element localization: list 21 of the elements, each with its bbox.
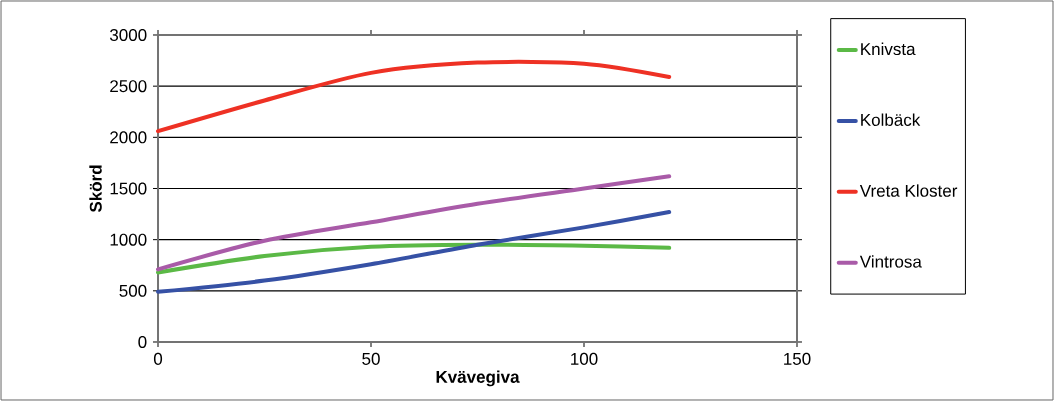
x-tick-label: 50	[362, 352, 380, 365]
y-axis-title: Skörd	[89, 165, 102, 213]
y-tick-label: 2000	[110, 131, 147, 144]
line-series	[156, 242, 672, 275]
y-tick-label: 1000	[110, 233, 147, 246]
y-tick-label: 500	[119, 284, 147, 297]
legend-label: Vintrosa	[859, 255, 922, 268]
line-series	[156, 210, 672, 294]
line-series	[156, 59, 672, 134]
x-tick-label: 100	[571, 352, 598, 365]
y-tick-label: 2500	[110, 80, 147, 93]
y-tick-label: 3000	[109, 28, 147, 42]
x-tick-label: 0	[153, 352, 163, 365]
y-tick-label: 0	[138, 335, 147, 349]
x-tick-label: 150	[784, 352, 811, 365]
line-series	[156, 174, 672, 272]
y-tick-label: 1500	[110, 182, 147, 195]
legend-label: Knivsta	[861, 42, 916, 56]
legend-label: Vreta Kloster	[859, 184, 958, 197]
legend-label: Kolbäck	[861, 113, 921, 126]
x-axis-title: Kvävegiva	[436, 370, 520, 387]
